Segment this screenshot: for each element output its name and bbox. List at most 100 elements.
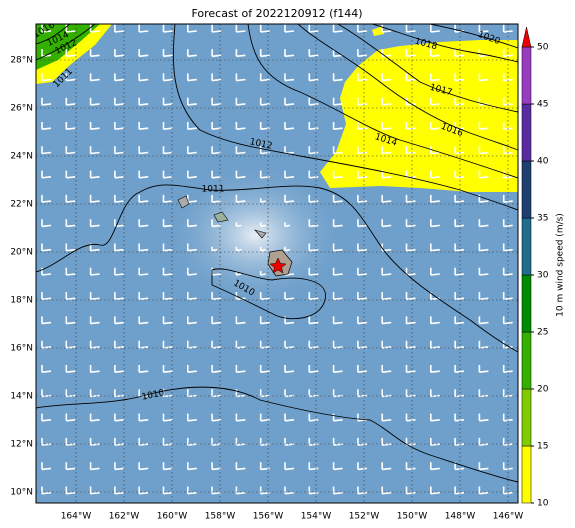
wind-barb <box>454 365 465 373</box>
wind-barb <box>235 146 246 155</box>
wind-barb <box>114 267 124 276</box>
wind-barb <box>478 437 489 446</box>
wind-barb <box>138 170 149 179</box>
lon-label: 150°W <box>397 512 428 522</box>
isobar <box>36 386 518 483</box>
wind-barb <box>357 340 367 349</box>
wind-barb <box>89 97 100 106</box>
wind-barb <box>187 316 197 325</box>
colorbar-tick-label: 15 <box>537 442 548 452</box>
wind-barb <box>259 292 270 301</box>
wind-barb <box>430 462 440 471</box>
lon-label: 160°W <box>157 512 188 522</box>
wind-barb <box>235 462 246 471</box>
colorbar-segment <box>521 445 532 504</box>
wind-barb <box>259 246 266 252</box>
wind-barb <box>41 243 52 252</box>
wind-barb <box>65 437 76 446</box>
wind-barb <box>41 413 52 422</box>
wind-barb <box>65 413 76 422</box>
wind-barb <box>381 437 392 446</box>
wind-barb <box>114 486 124 495</box>
wind-barb <box>211 340 222 349</box>
wind-barb <box>502 292 513 301</box>
wind-barb <box>89 73 100 82</box>
wind-barb <box>405 146 416 155</box>
wind-barb <box>381 462 392 471</box>
wind-barb <box>138 365 149 373</box>
isobar <box>247 24 518 179</box>
wind-barb <box>502 267 513 276</box>
wind-barb <box>381 24 392 33</box>
wind-barb <box>138 146 149 155</box>
isobar-label: 1010 <box>141 388 166 403</box>
wind-barb <box>332 170 343 179</box>
colorbar-tick-label: 50 <box>537 43 549 53</box>
wind-barb <box>235 73 246 82</box>
lat-label: 12°N <box>10 440 33 450</box>
wind-barb <box>138 462 149 471</box>
wind-barb <box>284 170 295 179</box>
wind-barb <box>41 194 52 203</box>
wind-barb <box>381 194 392 203</box>
wind-barb <box>138 194 149 203</box>
wind-barb <box>235 194 246 203</box>
lon-label: 152°W <box>349 512 380 522</box>
wind-barb <box>211 462 222 471</box>
lat-label: 18°N <box>10 296 33 306</box>
wind-barb <box>381 389 392 398</box>
wind-barb <box>284 462 295 471</box>
wind-barb <box>259 198 266 203</box>
wind-barb <box>41 219 52 228</box>
wind-barb <box>187 243 197 252</box>
wind-barb <box>405 219 416 228</box>
wind-barb <box>357 24 367 33</box>
wind-barb <box>332 292 343 301</box>
wind-barb <box>430 437 440 446</box>
wind-barb <box>114 462 124 471</box>
wind-barb <box>65 267 76 276</box>
wind-barb <box>41 462 52 471</box>
wind-barb <box>430 316 440 325</box>
wind-barb <box>114 122 124 130</box>
wind-barb <box>502 24 513 33</box>
wind-barb <box>211 122 222 130</box>
wind-barb <box>162 267 173 276</box>
wind-barb <box>284 246 291 252</box>
wind-barb <box>478 462 489 471</box>
colorbar-tick-label: 45 <box>537 100 548 110</box>
wind-barb <box>381 267 392 276</box>
lon-label: 158°W <box>205 512 236 522</box>
wind-barb <box>138 73 149 82</box>
wind-barb <box>89 267 100 276</box>
wind-barb <box>114 365 124 373</box>
colorbar-segment <box>521 217 532 276</box>
wind-barb <box>89 462 100 471</box>
wind-barb <box>211 246 218 252</box>
wind-barb <box>478 389 489 398</box>
title: Forecast of 2022120912 (f144) <box>191 7 362 20</box>
wind-barb <box>308 462 319 471</box>
wind-barb <box>454 49 465 58</box>
wind-barb <box>187 292 197 301</box>
wind-barb <box>138 122 149 130</box>
wind-barb <box>478 486 489 495</box>
wind-barb <box>41 97 52 106</box>
wind-barb <box>357 365 367 373</box>
wind-barb <box>405 97 416 106</box>
wind-barb <box>308 170 319 179</box>
colorbar-tick-label: 10 <box>537 499 549 509</box>
wind-barb <box>332 243 343 252</box>
wind-barb <box>502 194 513 203</box>
wind-barb <box>89 49 100 58</box>
isobar <box>337 24 518 113</box>
wind-barb <box>381 292 392 301</box>
wind-barbs <box>41 24 513 495</box>
wind-barb <box>454 316 465 325</box>
wind-barb <box>284 73 295 82</box>
wind-barb <box>430 49 440 58</box>
colorbar-segment <box>521 388 532 447</box>
wind-barb <box>430 267 440 276</box>
wind-barb <box>357 49 367 58</box>
wind-shading <box>320 40 518 192</box>
